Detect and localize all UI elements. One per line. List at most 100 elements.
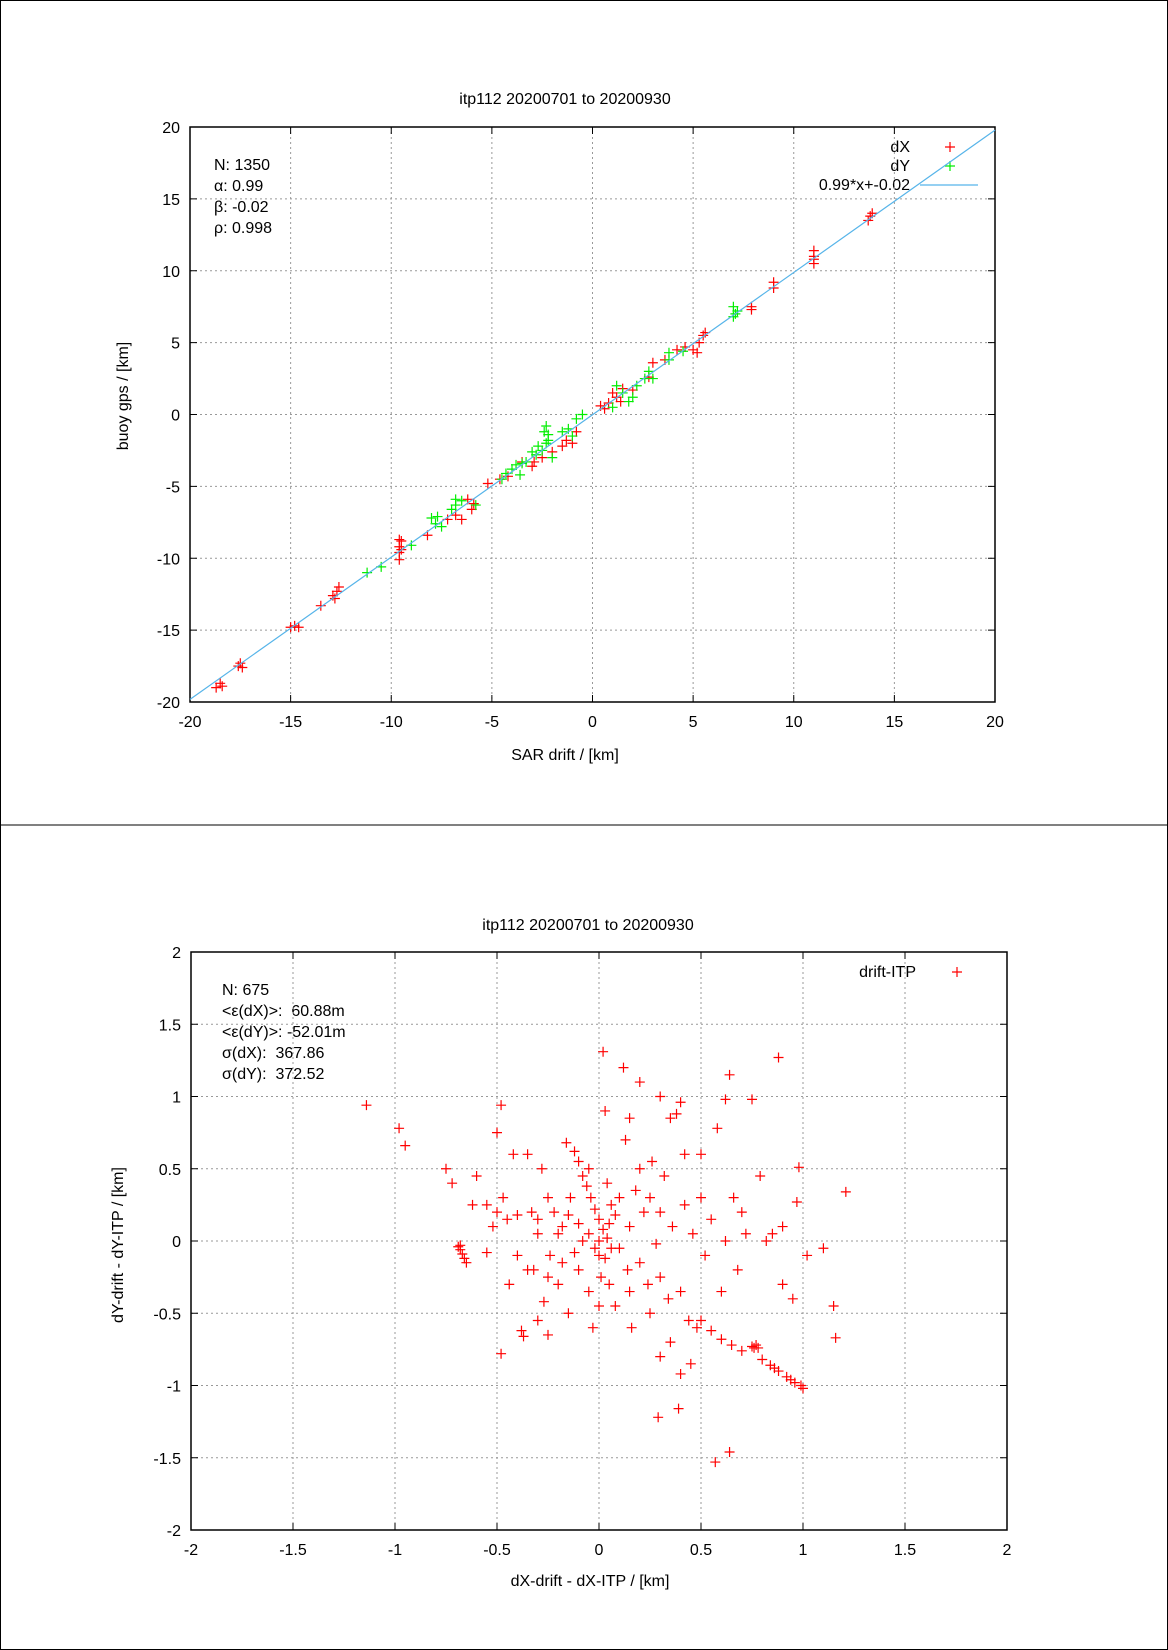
data-point [583,1163,594,1174]
data-point [808,245,819,256]
data-point [634,1257,645,1268]
data-point [492,1207,502,1218]
data-point [515,469,526,480]
data-point [675,1286,686,1297]
x-tick-label: -1 [388,1542,402,1559]
x-tick-label: 2 [1003,1542,1012,1559]
data-point [671,1108,682,1119]
data-point [642,1279,653,1290]
data-point [516,1325,527,1336]
stat-rho: ρ: 0.998 [214,220,272,237]
data-point [726,1340,737,1351]
data-point [679,1199,690,1210]
data-point [798,1383,808,1394]
y-axis-label: dY-drift - dY-ITP / [km] [110,1167,127,1323]
x-tick-label: 5 [689,714,698,731]
y-tick-label: -1.5 [153,1451,181,1468]
stat-sigma-dy: σ(dY): 372.52 [222,1066,324,1083]
data-point [585,1192,596,1203]
data-point [757,1354,768,1365]
data-point [614,1243,625,1254]
stat-beta: β: -0.02 [214,199,269,216]
stats-annotation: N: 1350 α: 0.99 β: -0.02 ρ: 0.998 [214,157,272,237]
data-point [655,1207,666,1218]
data-point [777,1279,788,1290]
data-point [482,478,493,489]
stat-sigma-dx: σ(dX): 367.86 [222,1045,324,1062]
data-point [504,1279,515,1290]
x-tick-label: 1 [799,1542,808,1559]
data-point [456,514,467,525]
y-tick-label: 15 [162,192,180,209]
stats-annotation: N: 675 <ε(dX)>: 60.88m <ε(dY)>: -52.01m … [222,982,346,1083]
data-point [432,511,443,522]
data-point [675,1368,686,1379]
data-point [567,431,578,442]
data-point [453,1241,464,1252]
data-point [522,1149,533,1160]
data-point [547,452,558,463]
legend-label-drift-itp: drift-ITP [859,964,916,981]
data-point [594,1250,604,1261]
data-point [589,1243,600,1254]
x-axis-label: dX-drift - dX-ITP / [km] [511,1573,670,1590]
data-point [396,536,407,546]
y-tick-label: 0 [171,408,180,425]
data-point [573,1218,584,1229]
data-point [502,1214,513,1225]
data-point [532,1228,543,1239]
data-point [527,461,538,472]
data-point [667,1221,678,1232]
data-point [692,347,703,358]
x-axis-label: SAR drift / [km] [511,747,619,764]
data-point [791,1196,802,1207]
top-plot-sar-vs-buoy: itp112 20200701 to 20200930 SAR drift / … [115,91,1004,764]
x-tick-label: 10 [785,714,803,731]
data-point [706,1325,717,1336]
data-point [211,682,222,693]
data-point [840,1186,851,1197]
data-point [456,495,467,506]
data-point [638,1207,649,1218]
data-point [647,357,658,368]
x-tick-label: -0.5 [483,1542,511,1559]
data-point [732,1264,743,1275]
data-point [571,413,582,424]
data-point [569,1146,580,1157]
data-point [561,1137,572,1148]
data-point [830,1332,841,1343]
data-point [610,1301,621,1312]
data-point [602,1178,613,1189]
data-point [634,1163,645,1174]
x-tick-label: 0.5 [690,1542,712,1559]
data-point [600,1253,611,1264]
data-point [293,622,304,633]
data-point [687,1228,698,1239]
bottom-plot-drift-error: itp112 20200701 to 20200930 dX-drift - d… [110,917,1012,1590]
data-point [679,1149,690,1160]
legend-marker [945,142,955,152]
data-point [604,1218,615,1229]
data-point [624,1286,635,1297]
data-point [571,426,582,437]
data-point [533,441,544,452]
data-point [526,1207,537,1218]
data-point [573,1264,584,1275]
data-point [789,1377,800,1388]
data-point [659,1170,670,1181]
data-point [496,1348,507,1359]
y-tick-label: 20 [162,120,180,137]
y-tick-label: 0.5 [159,1162,181,1179]
fit-line [189,129,996,700]
data-point [577,409,588,420]
y-tick-label: -1 [167,1379,181,1396]
data-point [361,1100,372,1111]
data-point [217,681,228,692]
data-point [606,1199,617,1210]
data-point [736,1207,747,1218]
y-tick-label: 2 [172,945,181,962]
x-tick-label: 0 [595,1542,604,1559]
data-point [426,513,437,523]
data-point [634,1077,645,1088]
data-point [626,1322,637,1333]
